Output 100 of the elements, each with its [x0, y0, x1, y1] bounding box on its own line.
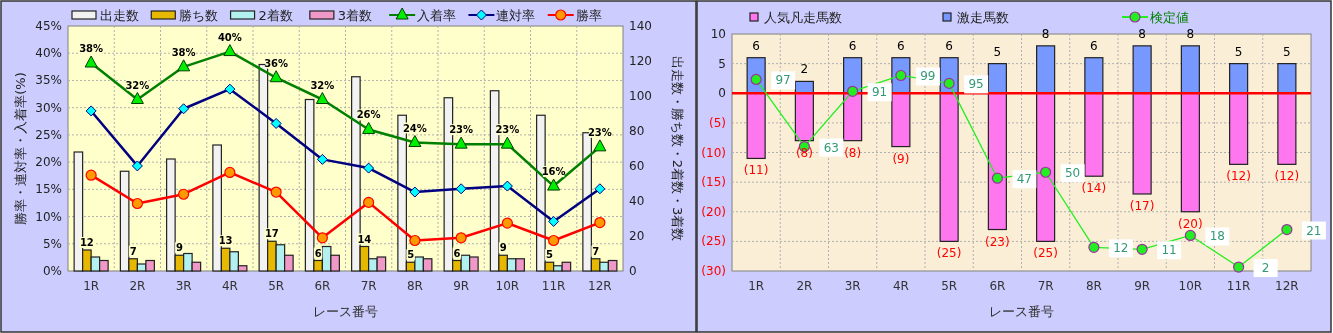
data-label: 47 — [1016, 172, 1033, 187]
data-label: (9) — [892, 151, 910, 166]
y-tick-label: 35% — [35, 73, 62, 88]
y-tick-label: (20) — [701, 204, 726, 219]
data-label: 16% — [541, 166, 566, 178]
point — [85, 169, 97, 181]
data-label: 6 — [752, 38, 760, 53]
x-tick-label: 2R — [129, 279, 146, 293]
data-label: (25) — [936, 246, 962, 261]
x-tick-label: 7R — [360, 279, 377, 293]
point — [363, 196, 375, 208]
y-tick-label: 25% — [35, 127, 62, 142]
data-label: 21 — [1306, 223, 1322, 238]
x-tick-label: 5R — [941, 279, 958, 293]
point — [270, 117, 282, 129]
bar — [843, 92, 863, 142]
y-tick-label: 10% — [35, 209, 62, 224]
data-label: 7 — [592, 245, 600, 257]
data-label: 6 — [897, 38, 905, 53]
data-label: 13 — [218, 235, 233, 247]
y-tick-label: 30% — [35, 100, 62, 115]
bar — [1132, 45, 1152, 94]
x-tick-label: 6R — [314, 279, 331, 293]
point — [131, 197, 143, 210]
point — [1136, 243, 1148, 255]
data-label: 5 — [993, 44, 1002, 59]
data-label: 8 — [1186, 26, 1195, 41]
data-label: (23) — [985, 234, 1010, 249]
x-tick-label: 11R — [541, 279, 566, 293]
y2-axis-title: 出走数・勝ち数・2着数・3着数 — [670, 55, 685, 242]
y-tick-label: 5 — [718, 56, 726, 71]
bar — [1277, 92, 1297, 165]
data-label: 95 — [968, 77, 984, 92]
data-label: 23% — [495, 124, 520, 136]
y2-tick-label: 20 — [629, 229, 645, 243]
bar — [794, 92, 814, 142]
data-label: 36% — [264, 57, 289, 69]
bar — [1084, 92, 1104, 177]
bar — [987, 92, 1007, 231]
x-tick-label: 4R — [221, 279, 238, 293]
data-label: 97 — [775, 73, 791, 88]
data-label: (17) — [1129, 198, 1155, 213]
legend-label: 勝率 — [575, 8, 602, 23]
y2-tick-label: 60 — [629, 159, 645, 173]
bar — [891, 92, 911, 148]
data-label: 38% — [171, 46, 196, 58]
bar — [1180, 92, 1200, 213]
point — [1281, 223, 1293, 236]
y-tick-label: (25) — [701, 234, 726, 249]
data-label: (20) — [1178, 216, 1203, 231]
data-label: 23% — [587, 126, 612, 138]
data-label: 14 — [357, 233, 372, 245]
legend-label: 連対率 — [496, 8, 536, 23]
data-label: (8) — [844, 145, 862, 160]
y2-tick-label: 120 — [629, 54, 652, 68]
y2-tick-label: 140 — [629, 19, 652, 33]
point — [224, 166, 236, 179]
data-label: 6 — [1090, 38, 1098, 53]
bar — [1036, 45, 1056, 94]
x-tick-label: 7R — [1037, 279, 1054, 293]
point — [594, 216, 606, 229]
x-tick-label: 10R — [495, 279, 520, 293]
y-tick-label: 20% — [35, 155, 62, 170]
x-tick-label: 9R — [453, 279, 470, 293]
bar — [1180, 45, 1200, 94]
point — [455, 232, 467, 244]
data-label: 6 — [453, 247, 461, 259]
data-label: 11 — [1161, 243, 1177, 258]
legend-label: 2着数 — [258, 8, 293, 23]
x-tick-label: 12R — [588, 279, 612, 293]
data-label: 8 — [1041, 26, 1050, 41]
data-label: (14) — [1081, 181, 1107, 196]
point — [409, 186, 421, 198]
x-tick-label: 9R — [1134, 279, 1151, 293]
legend-label: 勝ち数 — [179, 8, 219, 23]
point — [501, 217, 513, 229]
data-label: 32% — [310, 79, 335, 91]
point — [548, 234, 560, 247]
x-tick-label: 1R — [83, 279, 100, 293]
data-label: 5 — [1234, 44, 1243, 59]
point — [1233, 261, 1245, 273]
data-label: 5 — [545, 249, 553, 261]
legend-label: 激走馬数 — [957, 10, 1009, 25]
point — [316, 232, 328, 244]
x-tick-label: 2R — [796, 279, 813, 293]
bar — [939, 92, 959, 242]
data-label: 38% — [79, 43, 104, 55]
point — [224, 83, 236, 95]
legend-label: 人気凡走馬数 — [764, 10, 842, 25]
point — [316, 153, 328, 165]
data-label: 9 — [175, 242, 183, 254]
x-tick-label: 8R — [1085, 279, 1102, 293]
y-tick-label: 0 — [718, 86, 726, 101]
point — [455, 183, 467, 195]
data-label: 5 — [1283, 44, 1291, 59]
data-label: 6 — [945, 38, 953, 53]
y-tick-label: 0% — [42, 264, 62, 278]
data-label: 32% — [125, 79, 150, 91]
bar — [1084, 57, 1104, 94]
point — [270, 186, 282, 198]
